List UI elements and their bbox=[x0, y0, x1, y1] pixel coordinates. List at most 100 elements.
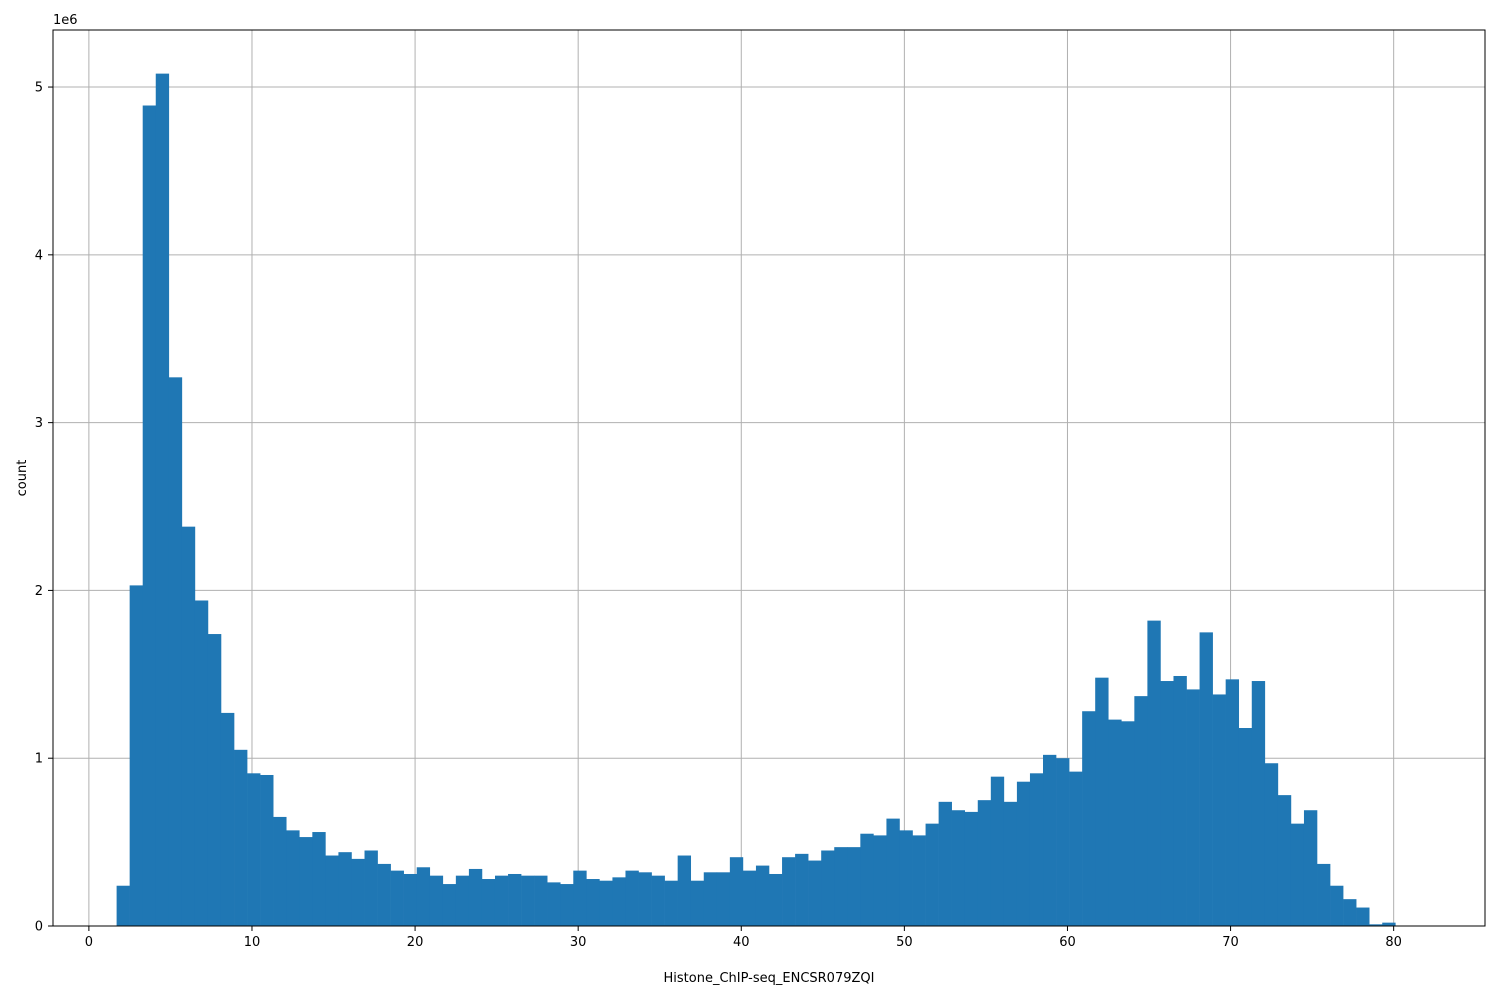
histogram-bar bbox=[951, 810, 966, 926]
x-tick-label: 60 bbox=[1059, 935, 1076, 950]
histogram-bar bbox=[716, 872, 731, 926]
histogram-bar bbox=[860, 833, 874, 926]
y-tick-label: 3 bbox=[35, 416, 43, 431]
x-tick-label: 0 bbox=[85, 935, 93, 950]
x-tick-label: 30 bbox=[570, 935, 587, 950]
x-tick-label: 20 bbox=[407, 935, 424, 950]
histogram-bar bbox=[312, 832, 326, 926]
histogram-bar bbox=[1225, 679, 1240, 926]
histogram-bar bbox=[247, 773, 261, 926]
histogram-bar bbox=[886, 818, 900, 926]
histogram-bar bbox=[1238, 728, 1253, 926]
histogram-bar bbox=[755, 865, 770, 926]
y-axis-multiplier-label: 1e6 bbox=[53, 13, 78, 28]
histogram-bar bbox=[1199, 632, 1213, 926]
histogram-bar bbox=[560, 884, 574, 926]
histogram-bar bbox=[468, 868, 483, 926]
histogram-bar bbox=[1095, 677, 1109, 926]
histogram-bar bbox=[455, 875, 470, 926]
histogram-bar bbox=[521, 875, 535, 926]
histogram-bar bbox=[429, 875, 444, 926]
histogram-bar bbox=[1382, 922, 1396, 926]
histogram-bar bbox=[1264, 763, 1279, 926]
histogram-bar bbox=[1212, 694, 1226, 926]
histogram-bar bbox=[599, 880, 613, 926]
histogram-bar bbox=[442, 884, 457, 926]
histogram-bar bbox=[690, 880, 705, 926]
histogram-bar bbox=[377, 863, 391, 926]
y-tick-label: 2 bbox=[35, 584, 43, 599]
x-tick-label: 10 bbox=[244, 935, 261, 950]
histogram-bar bbox=[625, 870, 639, 926]
y-axis-label: count bbox=[15, 460, 30, 497]
histogram-bar bbox=[508, 873, 522, 926]
x-axis-label: Histone_ChIP-seq_ENCSR079ZQI bbox=[664, 971, 875, 986]
histogram-bar bbox=[1251, 681, 1266, 926]
histogram-bar bbox=[821, 850, 835, 926]
histogram-bar bbox=[181, 526, 196, 926]
histogram-bar bbox=[651, 875, 665, 926]
histogram-bar bbox=[220, 712, 235, 926]
histogram-bar bbox=[795, 853, 809, 926]
histogram-bar bbox=[1317, 863, 1331, 926]
histogram-bar bbox=[534, 875, 548, 926]
histogram-bars bbox=[116, 73, 1396, 927]
histogram-bar bbox=[1108, 719, 1122, 926]
histogram-bar bbox=[925, 823, 939, 926]
histogram-bar bbox=[260, 774, 274, 926]
histogram-bar bbox=[586, 879, 600, 926]
histogram-bar bbox=[769, 873, 783, 926]
histogram-bar bbox=[481, 879, 496, 926]
histogram-bar bbox=[664, 880, 678, 926]
histogram-bar bbox=[351, 858, 365, 926]
histogram-bar bbox=[129, 585, 144, 926]
histogram-bar bbox=[1134, 696, 1148, 926]
histogram-bar bbox=[1173, 675, 1187, 926]
histogram-bar bbox=[612, 877, 626, 926]
x-tick-label: 70 bbox=[1222, 935, 1239, 950]
histogram-bar bbox=[1069, 771, 1083, 926]
histogram-bar bbox=[207, 634, 222, 926]
histogram-bar bbox=[1356, 907, 1370, 926]
histogram-bar bbox=[1186, 689, 1200, 926]
histogram-bar bbox=[977, 800, 992, 926]
histogram-bar bbox=[168, 377, 183, 927]
histogram-bar bbox=[1277, 795, 1292, 926]
histogram-bar bbox=[1160, 681, 1174, 926]
histogram-bar bbox=[1029, 773, 1044, 926]
histogram-bar bbox=[299, 837, 313, 926]
histogram-bar bbox=[390, 870, 404, 926]
histogram-bar bbox=[1082, 711, 1096, 926]
x-tick-label: 50 bbox=[896, 935, 913, 950]
x-tick-label: 40 bbox=[733, 935, 750, 950]
x-tick-label: 80 bbox=[1385, 935, 1402, 950]
histogram-bar bbox=[116, 885, 130, 926]
histogram-bar bbox=[847, 847, 861, 926]
histogram-bar bbox=[703, 872, 718, 926]
histogram-bar bbox=[1016, 781, 1031, 926]
histogram-bar bbox=[899, 830, 913, 926]
histogram-bar bbox=[234, 749, 248, 926]
y-tick-label: 1 bbox=[35, 752, 43, 767]
histogram-bar bbox=[964, 811, 979, 926]
histogram-bar bbox=[834, 847, 848, 926]
histogram-bar bbox=[416, 867, 431, 926]
histogram-bar bbox=[286, 830, 300, 926]
grid bbox=[53, 30, 1485, 927]
histogram-bar bbox=[338, 852, 352, 926]
histogram-bar bbox=[325, 855, 339, 926]
histogram-bar bbox=[1121, 721, 1135, 926]
histogram-bar bbox=[1343, 899, 1357, 926]
histogram-bar bbox=[938, 801, 952, 926]
histogram-bar bbox=[1003, 801, 1018, 926]
histogram-bar bbox=[638, 872, 652, 926]
histogram-bar bbox=[1369, 924, 1383, 926]
plot-area-frame bbox=[52, 29, 1486, 927]
y-tick-label: 4 bbox=[35, 248, 43, 263]
histogram-bar bbox=[912, 835, 926, 926]
histogram-bar bbox=[990, 776, 1005, 926]
histogram-bar bbox=[729, 857, 744, 926]
histogram-bar bbox=[1290, 823, 1305, 926]
y-tick-label: 0 bbox=[35, 920, 43, 935]
